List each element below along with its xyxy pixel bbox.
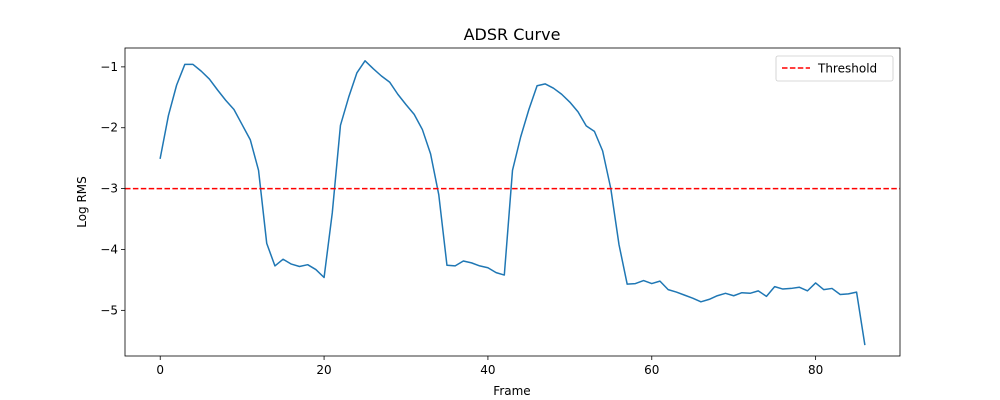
- y-axis-label: Log RMS: [75, 176, 89, 228]
- x-tick-label: 40: [480, 363, 495, 377]
- y-tick-label: −3: [100, 182, 118, 196]
- y-tick-label: −1: [100, 60, 118, 74]
- plot-frame: [124, 47, 901, 357]
- x-axis-label: Frame: [493, 384, 530, 398]
- series-line-log-rms: [159, 60, 866, 346]
- chart-title: ADSR Curve: [464, 25, 561, 44]
- y-tick-label: −2: [100, 121, 118, 135]
- legend-box: [775, 55, 894, 82]
- x-tick-label: 80: [808, 363, 823, 377]
- x-tick-label: 60: [644, 363, 659, 377]
- legend: Threshold: [775, 55, 894, 82]
- x-tick-label: 20: [316, 363, 331, 377]
- y-tick-label: −4: [100, 242, 118, 256]
- x-tick-label: 0: [156, 363, 164, 377]
- y-tick-label: −5: [100, 303, 118, 317]
- legend-threshold-label: Threshold: [817, 62, 877, 76]
